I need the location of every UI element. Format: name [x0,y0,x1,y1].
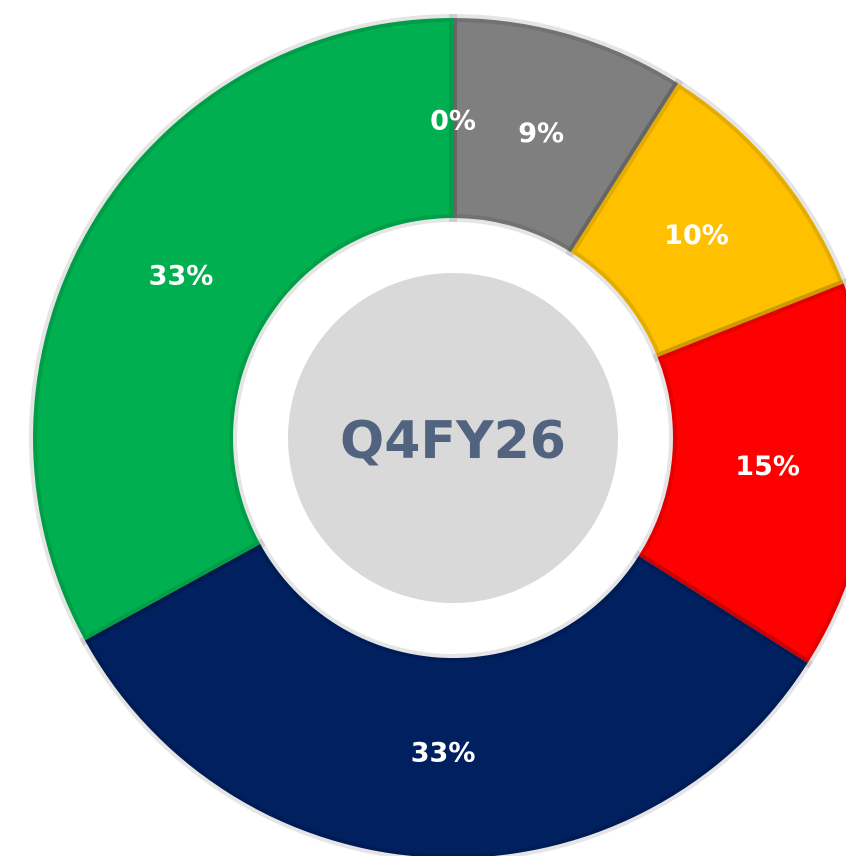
value-label: 33% [411,737,476,768]
slice [633,278,846,669]
value-label: 10% [664,220,729,251]
slice [565,77,846,363]
value-label: 33% [149,261,214,292]
slices [29,13,846,856]
value-label: 9% [518,118,564,149]
slice [449,13,684,258]
slice [79,538,814,856]
slice [29,13,457,646]
value-label: 15% [735,451,800,482]
center-disc [288,273,618,603]
center-label: Q4FY26 [340,411,566,471]
value-label: 0% [430,106,476,137]
